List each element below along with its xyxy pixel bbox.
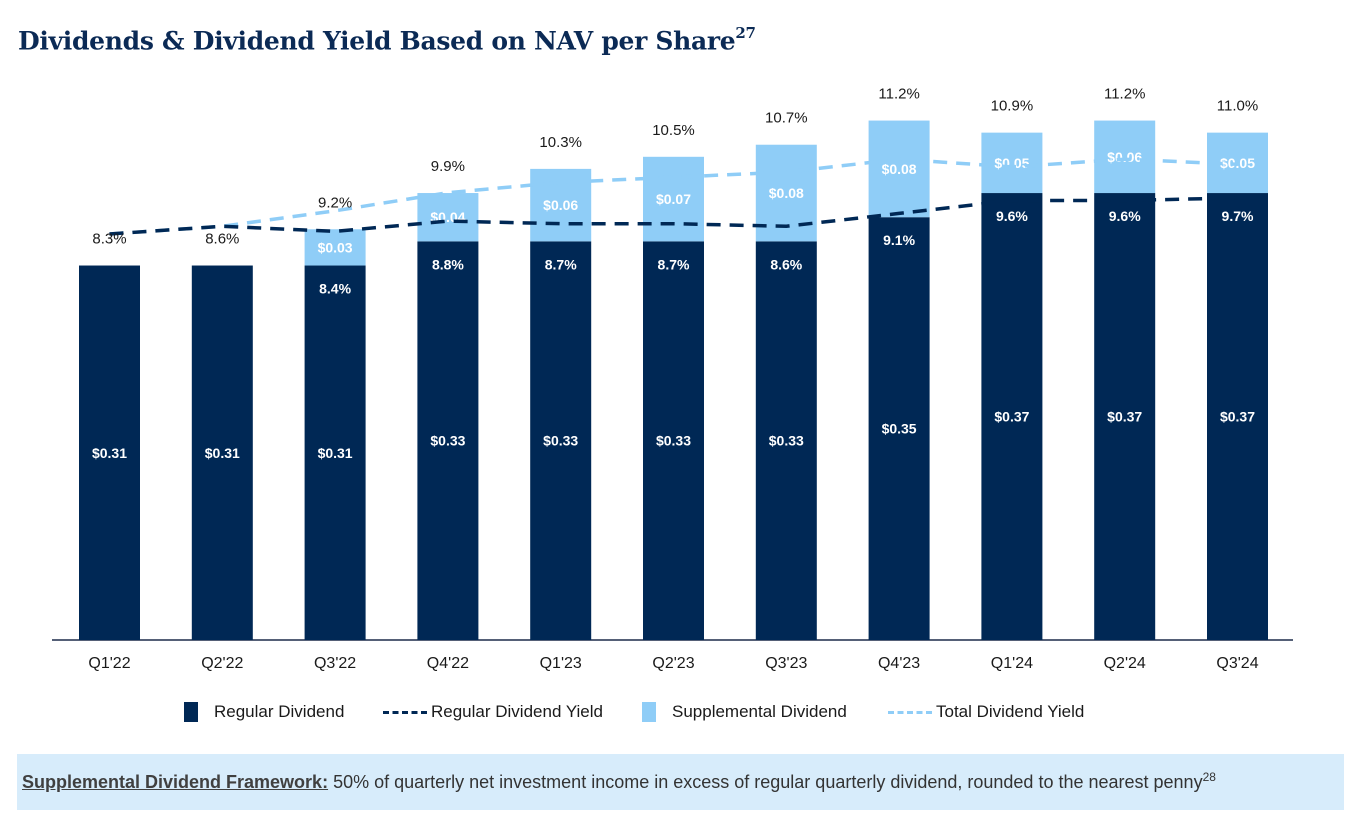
label-regular-q422: $0.33 (430, 433, 465, 449)
tick-label-q422: Q4'22 (427, 655, 469, 672)
total-yield-label-q323: 10.7% (765, 110, 808, 127)
legend-swatch-supplemental-dividend (642, 702, 656, 722)
tick-label-q323: Q3'23 (765, 655, 807, 672)
dividend-chart: $0.31Q1'22$0.31Q2'22$0.03$0.31Q3'22$0.04… (52, 86, 1293, 672)
label-regular-q423: $0.35 (882, 421, 917, 437)
label-regular-q322: $0.31 (318, 445, 353, 461)
label-supplemental-q323: $0.08 (769, 185, 804, 201)
regular-yield-label-q324: 9.7% (1222, 208, 1254, 224)
legend-dash-regular-yield (383, 710, 427, 714)
tick-label-q123: Q1'23 (540, 655, 582, 672)
tick-label-q222: Q2'22 (201, 655, 243, 672)
supplemental-framework-note: Supplemental Dividend Framework: 50% of … (17, 754, 1344, 810)
total-yield-label-q222: 8.6% (205, 231, 239, 248)
label-regular-q123: $0.33 (543, 433, 578, 449)
bar-supplemental-q223 (643, 156, 704, 242)
label-supplemental-q322: $0.03 (318, 239, 353, 255)
legend-item-regular-dividend: Regular Dividend (184, 702, 344, 722)
legend-dash-total-yield (888, 710, 932, 714)
tick-label-q324: Q3'24 (1216, 655, 1258, 672)
regular-yield-label-q422: 8.8% (432, 256, 464, 272)
regular-yield-label-q123: 8.7% (545, 256, 577, 272)
chart-legend: Regular Dividend Regular Dividend Yield … (0, 702, 1355, 726)
legend-item-regular-yield: Regular Dividend Yield (383, 702, 603, 722)
total-yield-label-q322: 9.2% (318, 194, 352, 211)
label-regular-q323: $0.33 (769, 433, 804, 449)
legend-label-supplemental-dividend: Supplemental Dividend (672, 702, 847, 721)
regular-yield-label-q224: 9.6% (1109, 208, 1141, 224)
bar-regular-q324 (1207, 193, 1268, 640)
tick-label-q124: Q1'24 (991, 655, 1033, 672)
bar-supplemental-q423 (868, 120, 930, 218)
total-yield-label-q223: 10.5% (652, 122, 695, 139)
legend-item-total-yield: Total Dividend Yield (888, 702, 1084, 722)
tick-label-q322: Q3'22 (314, 655, 356, 672)
label-supplemental-q324: $0.05 (1220, 155, 1255, 171)
label-regular-q224: $0.37 (1107, 409, 1142, 425)
tick-label-q122: Q1'22 (88, 655, 130, 672)
bar-supplemental-q224 (1094, 120, 1156, 194)
title-footnote: 27 (735, 24, 756, 42)
label-supplemental-q223: $0.07 (656, 191, 691, 207)
legend-label-regular-yield: Regular Dividend Yield (431, 702, 603, 721)
label-regular-q222: $0.31 (205, 445, 240, 461)
total-yield-label-q423: 11.2% (878, 86, 919, 103)
bar-regular-q222 (191, 265, 253, 640)
bar-regular-q122 (79, 265, 140, 640)
total-yield-label-q124: 10.9% (991, 98, 1034, 115)
regular-yield-label-q124: 9.6% (996, 208, 1028, 224)
label-supplemental-q224: $0.06 (1107, 149, 1142, 165)
total-yield-label-q422: 9.9% (431, 158, 465, 175)
total-yield-label-q224: 11.2% (1104, 86, 1145, 103)
label-supplemental-q423: $0.08 (882, 161, 917, 177)
total-yield-label-q324: 11.0% (1217, 98, 1258, 115)
label-supplemental-q123: $0.06 (543, 197, 578, 213)
regular-yield-label-q223: 8.7% (658, 256, 690, 272)
regular-yield-label-q323: 8.6% (770, 256, 802, 272)
bar-regular-q223 (643, 241, 704, 641)
label-regular-q324: $0.37 (1220, 409, 1255, 425)
framework-footnote: 28 (1202, 770, 1216, 784)
tick-label-q423: Q4'23 (878, 655, 920, 672)
legend-label-total-yield: Total Dividend Yield (936, 702, 1085, 721)
bar-regular-q323 (755, 241, 817, 641)
page-title: Dividends & Dividend Yield Based on NAV … (18, 24, 756, 56)
title-text: Dividends & Dividend Yield Based on NAV … (18, 26, 736, 56)
label-regular-q223: $0.33 (656, 433, 691, 449)
bar-regular-q322 (304, 265, 366, 640)
legend-swatch-regular-dividend (184, 702, 198, 722)
bar-regular-q124 (981, 193, 1043, 640)
label-regular-q124: $0.37 (994, 409, 1029, 425)
total-yield-label-q123: 10.3% (539, 134, 582, 151)
bar-supplemental-q124 (981, 132, 1043, 194)
bar-regular-q423 (868, 217, 930, 640)
tick-label-q224: Q2'24 (1104, 655, 1146, 672)
bar-supplemental-q422 (417, 193, 479, 242)
bar-regular-q123 (530, 241, 592, 641)
bar-supplemental-q123 (530, 168, 592, 242)
label-regular-q122: $0.31 (92, 445, 127, 461)
regular-yield-label-q322: 8.4% (319, 281, 351, 297)
total-yield-line (109, 157, 1238, 236)
regular-yield-label-q423: 9.1% (883, 232, 915, 248)
legend-item-supplemental-dividend: Supplemental Dividend (642, 702, 847, 722)
framework-label: Supplemental Dividend Framework: (22, 772, 329, 792)
tick-label-q223: Q2'23 (652, 655, 694, 672)
legend-label-regular-dividend: Regular Dividend (214, 702, 345, 721)
bar-regular-q422 (417, 241, 479, 641)
regular-yield-line (109, 196, 1238, 236)
total-yield-label-q122: 8.3% (92, 231, 126, 248)
framework-text: 50% of quarterly net investment income i… (328, 772, 1203, 792)
bar-supplemental-q322 (304, 229, 366, 266)
bar-regular-q224 (1094, 193, 1156, 640)
